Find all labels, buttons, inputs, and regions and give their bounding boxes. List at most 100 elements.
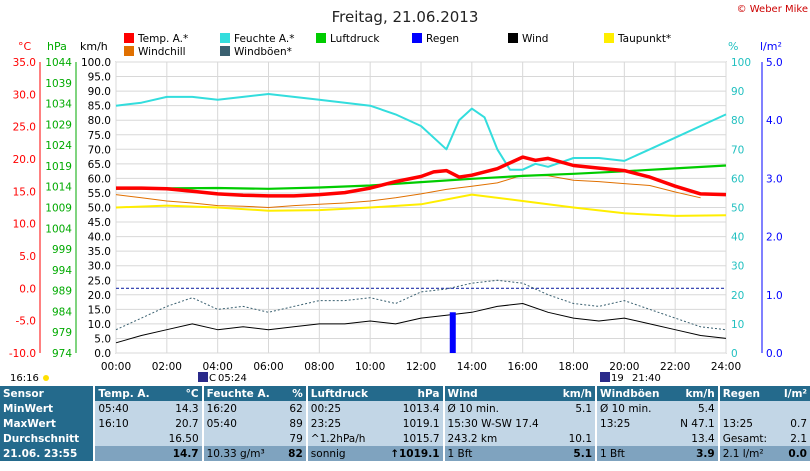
legend-swatch <box>220 33 230 43</box>
wind-tick-label: 0.0 <box>94 348 111 360</box>
series-line-wind <box>115 303 727 344</box>
hdr-pressure: Luftdruck <box>305 386 380 401</box>
series-line-windb-en <box>115 279 727 331</box>
time-tick-label: 00:00 <box>101 361 131 373</box>
hdr-gusts: Windböen <box>595 386 672 401</box>
time-tick-label: 16:00 <box>508 361 538 373</box>
wind-tick-label: 15.0 <box>88 304 111 316</box>
sunrise-icon <box>198 372 208 382</box>
wind-tick-label: 75.0 <box>88 130 111 142</box>
time-tick-label: 12:00 <box>406 361 436 373</box>
stats-row-min: MinWert 05:40 14.3 16:20 62 00:25 1013.4… <box>0 401 810 416</box>
wind-tick-label: 30.0 <box>88 261 111 273</box>
hdr-rain: Regen <box>717 386 778 401</box>
rain-tick-label: 4.0 <box>766 115 783 127</box>
cell: ↑1019.1 <box>379 446 444 461</box>
temp-tick-label: -5.0 <box>16 316 37 328</box>
pressure-tick-label: 1024 <box>45 140 72 152</box>
row-label: 21.06. 23:55 <box>0 446 95 461</box>
cell: 10.1 <box>554 431 597 446</box>
temp-tick-label: 25.0 <box>13 122 36 134</box>
hdr-pressure-unit: hPa <box>379 386 444 401</box>
wind-tick-label: 20.0 <box>88 290 111 302</box>
cell <box>93 431 161 446</box>
wind-tick-label: 50.0 <box>88 203 111 215</box>
cell <box>554 416 597 431</box>
time-tick-label: 06:00 <box>253 361 283 373</box>
cell <box>777 401 810 416</box>
legend-swatch <box>412 33 422 43</box>
cell: 3.9 <box>671 446 719 461</box>
series-line-taupunkt <box>115 193 727 217</box>
rain-bar <box>449 312 456 353</box>
cell: 14.3 <box>160 401 203 416</box>
legend-label: Wind <box>522 33 548 45</box>
hdr-humidity-unit: % <box>282 386 307 401</box>
legend-label: Windböen* <box>234 46 292 58</box>
legend-label: Luftdruck <box>330 33 380 45</box>
cell: 5.1 <box>554 401 597 416</box>
sunset-icon <box>600 372 610 382</box>
rain-axis-unit: l/m² <box>760 40 782 53</box>
pressure-tick-label: 994 <box>52 265 72 277</box>
temp-tick-label: 0.0 <box>19 283 36 295</box>
weather-chart: Freitag, 21.06.2013 © Weber Mike °C hPa … <box>9 4 808 384</box>
hdr-wind: Wind <box>442 386 555 401</box>
humidity-tick-label: 100 <box>731 57 751 69</box>
cell: 1015.7 <box>379 431 444 446</box>
wind-tick-label: 25.0 <box>88 275 111 287</box>
wind-tick-label: 65.0 <box>88 159 111 171</box>
legend-swatch <box>604 33 614 43</box>
pressure-tick-label: 1029 <box>45 119 72 131</box>
cell: N 47.1 <box>671 416 719 431</box>
time-tick-label: 24:00 <box>711 361 741 373</box>
pressure-tick-label: 974 <box>52 348 72 360</box>
legend-label: Taupunkt* <box>617 33 671 45</box>
cell: 89 <box>282 416 307 431</box>
sunset-prefix: 19 <box>611 373 624 384</box>
pressure-tick-label: 1039 <box>45 78 72 90</box>
series-layer <box>115 93 727 353</box>
time-tick-label: 20:00 <box>609 361 639 373</box>
cell: 1019.1 <box>379 416 444 431</box>
cell: Gesamt: <box>717 431 778 446</box>
hdr-temp: Temp. A. <box>93 386 161 401</box>
legend-swatch <box>316 33 326 43</box>
rain-tick-label: 1.0 <box>766 290 783 302</box>
cell: 15:30 W-SW 17.4 <box>442 416 555 431</box>
temp-tick-label: -10.0 <box>9 348 36 360</box>
cell: sonnig <box>305 446 380 461</box>
wind-tick-label: 100.0 <box>81 57 111 69</box>
time-tick-label: 14:00 <box>457 361 487 373</box>
pressure-tick-label: 999 <box>52 244 72 256</box>
cell: 14.7 <box>160 446 203 461</box>
pressure-tick-label: 1014 <box>45 182 72 194</box>
hdr-gusts-unit: km/h <box>671 386 719 401</box>
wind-tick-label: 70.0 <box>88 144 111 156</box>
legend-swatch <box>508 33 518 43</box>
wind-tick-label: 40.0 <box>88 232 111 244</box>
sunrise-prefix: C <box>209 373 216 384</box>
legend-label: Temp. A.* <box>137 33 188 45</box>
humidity-tick-label: 70 <box>731 144 744 156</box>
wind-tick-label: 10.0 <box>88 319 111 331</box>
wind-tick-label: 45.0 <box>88 217 111 229</box>
cell <box>201 431 283 446</box>
pressure-axis-unit: hPa <box>47 40 67 53</box>
chart-title: Freitag, 21.06.2013 <box>332 8 479 26</box>
rain-tick-label: 3.0 <box>766 173 783 185</box>
cell: 13:25 <box>717 416 778 431</box>
humidity-tick-label: 50 <box>731 203 744 215</box>
cell: 16:20 <box>201 401 283 416</box>
legend-swatch <box>124 46 134 56</box>
humidity-tick-label: 60 <box>731 173 744 185</box>
wind-tick-label: 80.0 <box>88 115 111 127</box>
stats-row-current: 21.06. 23:55 14.7 10.33 g/m³ 82 sonnig ↑… <box>0 446 810 461</box>
cell: 2.1 l/m² <box>717 446 778 461</box>
cell: 0.7 <box>777 416 810 431</box>
row-label: MinWert <box>0 401 95 416</box>
cell: 0.0 <box>777 446 810 461</box>
cell: Ø 10 min. <box>442 401 555 416</box>
cell: 1013.4 <box>379 401 444 416</box>
wind-tick-label: 35.0 <box>88 246 111 258</box>
